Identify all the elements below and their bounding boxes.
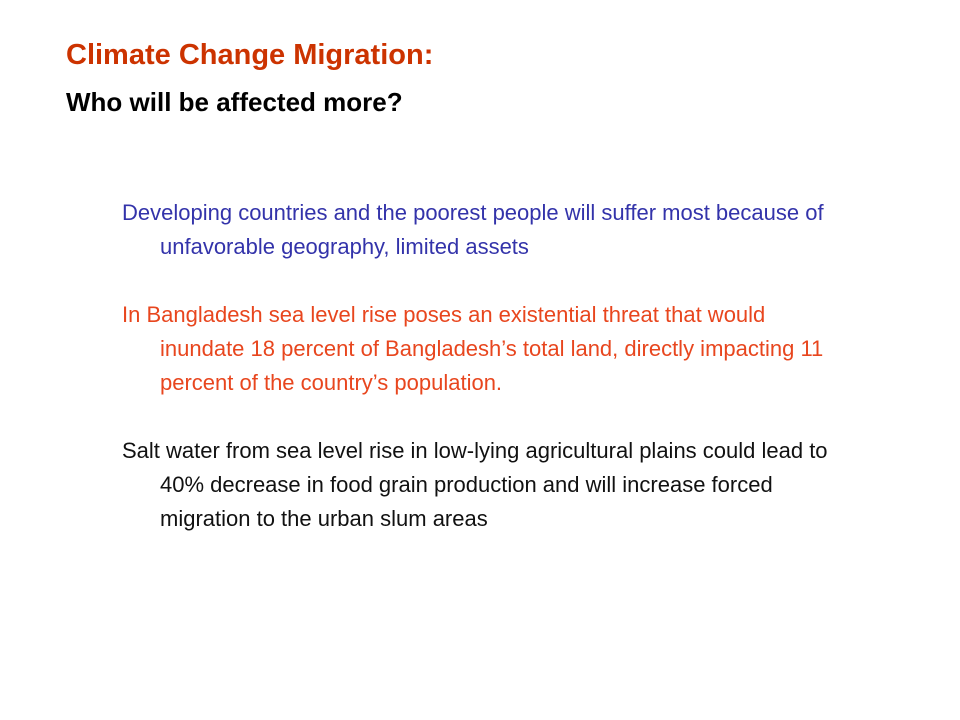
slide-subtitle: Who will be affected more? xyxy=(66,87,403,117)
paragraph-bangladesh-sea-level: In Bangladesh sea level rise poses an ex… xyxy=(122,302,824,395)
paragraph-salt-water: Salt water from sea level rise in low-ly… xyxy=(122,438,828,531)
slide-body: Developing countries and the poorest peo… xyxy=(122,196,842,570)
paragraph-developing-countries: Developing countries and the poorest peo… xyxy=(122,200,824,259)
slide-title: Climate Change Migration: xyxy=(66,39,434,71)
